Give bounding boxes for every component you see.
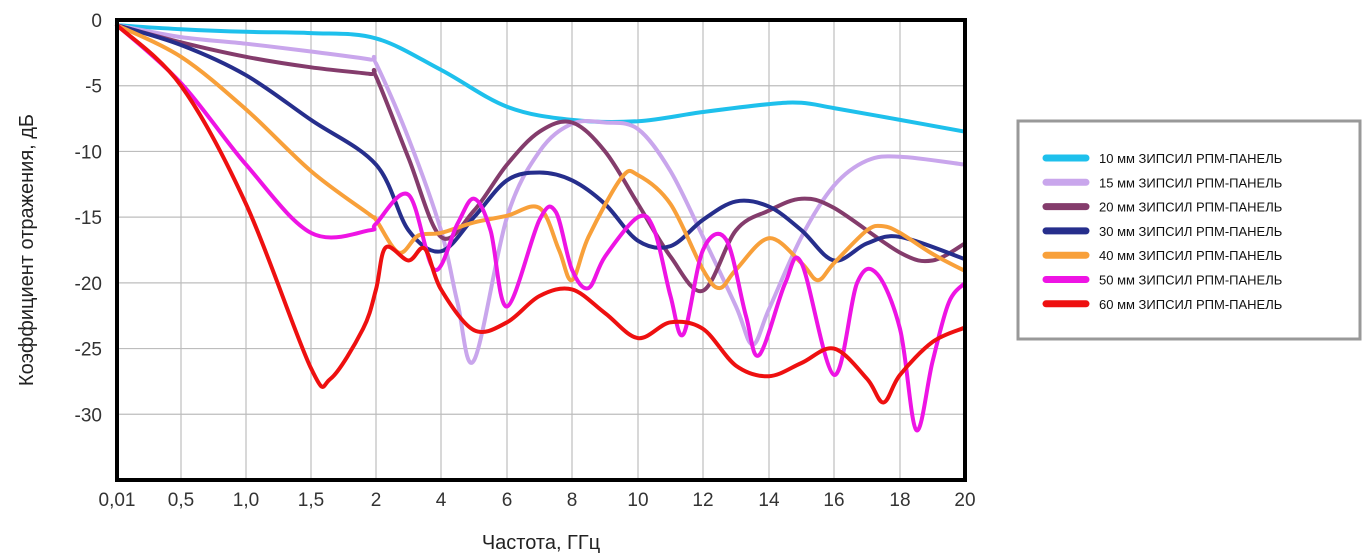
x-tick-label: 12 [692, 490, 713, 511]
series-line-1 [115, 23, 967, 134]
x-tick-label: 1,5 [298, 490, 324, 511]
legend-label: 40 мм ЗИПСИЛ РПМ-ПАНЕЛЬ [1099, 248, 1282, 263]
x-tick-label: 14 [758, 490, 780, 511]
series-line-2 [115, 23, 967, 365]
x-tick-label: 20 [954, 490, 975, 511]
x-tick-label: 6 [502, 490, 513, 511]
plot-area-frame [115, 18, 967, 482]
x-tick-label: 0,01 [99, 490, 136, 511]
legend-label: 10 мм ЗИПСИЛ РПМ-ПАНЕЛЬ [1099, 151, 1282, 166]
legend-label: 30 мм ЗИПСИЛ РПМ-ПАНЕЛЬ [1099, 224, 1282, 239]
x-tick-label: 8 [567, 490, 578, 511]
legend-label: 60 мм ЗИПСИЛ РПМ-ПАНЕЛЬ [1099, 297, 1282, 312]
y-tick-label: -5 [85, 77, 102, 98]
series-line-7 [115, 23, 967, 405]
y-axis-title: Коэффициент отражения, дБ [16, 114, 38, 386]
series-line-4 [115, 23, 967, 263]
series-line-3 [115, 23, 967, 294]
x-tick-label: 2 [371, 490, 382, 511]
x-tick-label: 16 [823, 490, 844, 511]
y-tick-label: -30 [75, 405, 102, 426]
series-line-5 [115, 23, 967, 291]
x-tick-label: 10 [627, 490, 648, 511]
series-line-6 [115, 23, 967, 433]
y-tick-label: -10 [75, 142, 102, 163]
legend-label: 15 мм ЗИПСИЛ РПМ-ПАНЕЛЬ [1099, 175, 1282, 190]
y-tick-label: 0 [91, 11, 102, 32]
y-tick-labels: 0 -5 -10 -15 -20 -25 -30 [75, 11, 102, 426]
x-axis-title: Частота, ГГц [482, 532, 600, 554]
legend-label: 20 мм ЗИПСИЛ РПМ-ПАНЕЛЬ [1099, 200, 1282, 215]
legend-label: 50 мм ЗИПСИЛ РПМ-ПАНЕЛЬ [1099, 273, 1282, 288]
x-tick-label: 1,0 [233, 490, 259, 511]
x-tick-labels: 0,01 0,5 1,0 1,5 2 4 6 8 10 12 14 16 18 20 [99, 490, 976, 511]
series-lines [115, 23, 967, 433]
legend: 10 мм ЗИПСИЛ РПМ-ПАНЕЛЬ 15 мм ЗИПСИЛ РПМ-… [1016, 119, 1362, 341]
x-tick-label: 18 [889, 490, 910, 511]
y-tick-label: -25 [75, 340, 102, 361]
x-tick-label: 0,5 [168, 490, 194, 511]
x-tick-label: 4 [436, 490, 447, 511]
y-tick-label: -15 [75, 208, 102, 229]
grid [117, 20, 965, 480]
y-tick-label: -20 [75, 274, 102, 295]
